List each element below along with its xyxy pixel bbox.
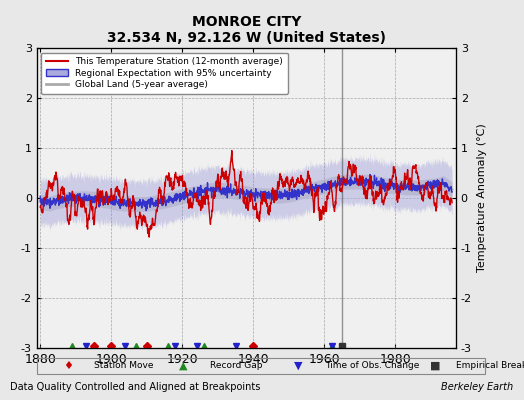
Text: Record Gap: Record Gap	[210, 362, 262, 370]
Text: ▲: ▲	[179, 361, 188, 371]
Text: ■: ■	[430, 361, 440, 371]
Legend: This Temperature Station (12-month average), Regional Expectation with 95% uncer: This Temperature Station (12-month avera…	[41, 52, 288, 94]
Text: ♦: ♦	[63, 361, 73, 371]
Title: MONROE CITY
32.534 N, 92.126 W (United States): MONROE CITY 32.534 N, 92.126 W (United S…	[107, 15, 386, 46]
Text: ▼: ▼	[294, 361, 303, 371]
Text: Data Quality Controlled and Aligned at Breakpoints: Data Quality Controlled and Aligned at B…	[10, 382, 261, 392]
Text: Station Move: Station Move	[94, 362, 154, 370]
Y-axis label: Temperature Anomaly (°C): Temperature Anomaly (°C)	[477, 124, 487, 272]
Text: Time of Obs. Change: Time of Obs. Change	[325, 362, 419, 370]
Text: Empirical Break: Empirical Break	[456, 362, 524, 370]
Text: Berkeley Earth: Berkeley Earth	[441, 382, 514, 392]
